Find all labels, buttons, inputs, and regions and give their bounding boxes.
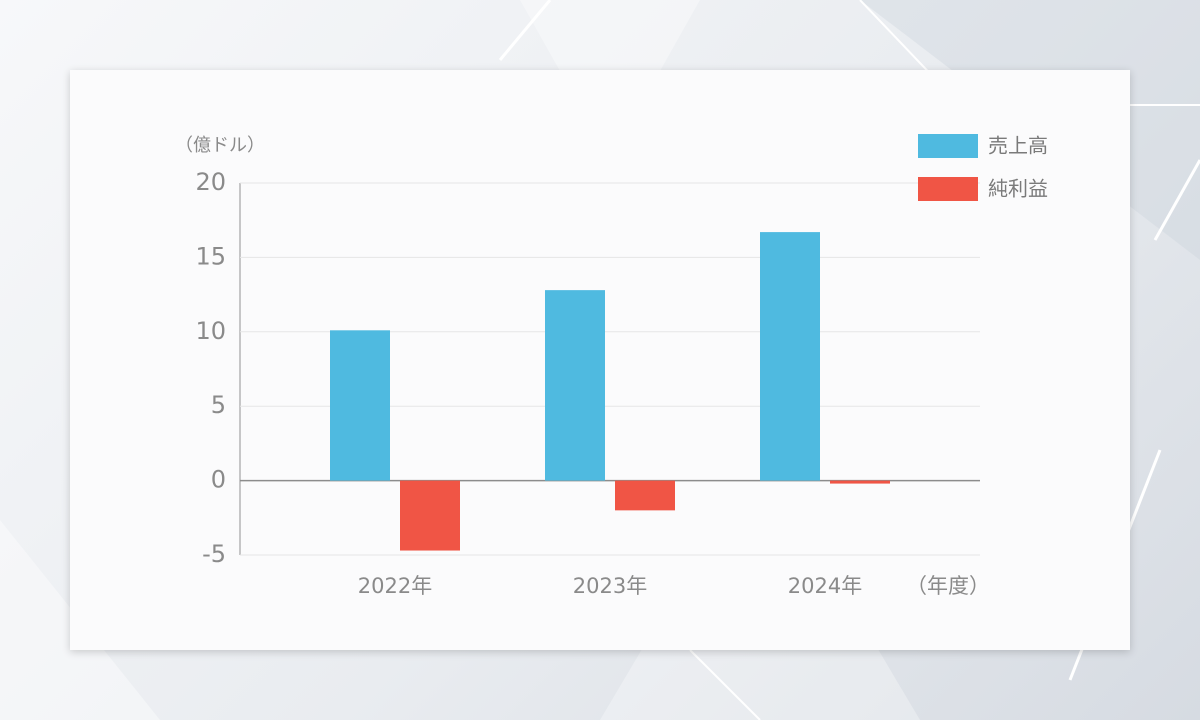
x-axis-label: （年度） xyxy=(906,574,990,598)
y-tick-label: 0 xyxy=(211,466,226,494)
y-tick-label: 10 xyxy=(195,317,226,345)
x-tick-label: 2022年 xyxy=(358,574,432,598)
y-axis-label: （億ドル） xyxy=(175,135,265,156)
x-tick-label: 2024年 xyxy=(788,574,862,598)
y-tick-label: -5 xyxy=(202,540,226,568)
legend-swatch xyxy=(918,134,978,158)
y-tick-label: 20 xyxy=(195,168,226,196)
x-tick-label: 2023年 xyxy=(573,574,647,598)
bar xyxy=(400,480,460,551)
legend-swatch xyxy=(918,177,978,201)
bar xyxy=(615,480,675,511)
y-tick-label: 5 xyxy=(211,391,226,419)
y-tick-label: 15 xyxy=(195,242,226,270)
bar xyxy=(545,290,605,481)
bar xyxy=(830,480,890,484)
bar xyxy=(760,232,820,481)
legend-label: 純利益 xyxy=(988,177,1048,201)
bar xyxy=(330,330,390,481)
legend-label: 売上高 xyxy=(988,134,1048,158)
